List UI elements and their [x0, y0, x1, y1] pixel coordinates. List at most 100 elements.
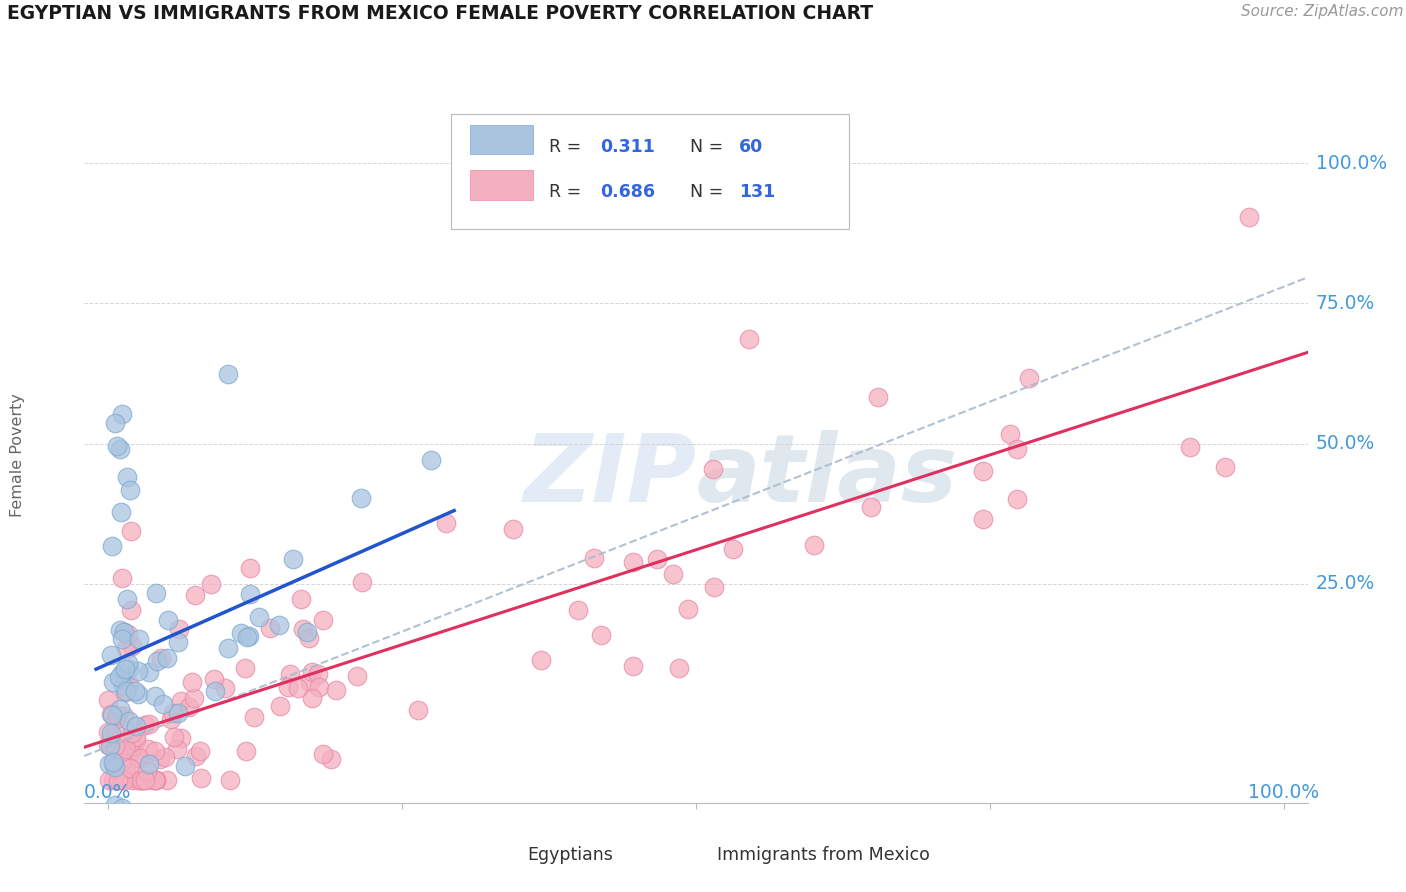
Point: [104, 760, 127, 774]
Point: [110, 773, 132, 788]
Point: [136, 742, 159, 756]
Point: [582, 551, 605, 566]
Point: [108, 623, 131, 637]
Point: [145, 773, 167, 788]
FancyBboxPatch shape: [470, 170, 533, 200]
Point: [419, 453, 441, 467]
Point: [145, 585, 167, 599]
Point: [121, 726, 143, 740]
Point: [145, 773, 167, 788]
Point: [121, 639, 143, 653]
Point: [105, 708, 128, 723]
Point: [301, 691, 323, 706]
Text: 25.0%: 25.0%: [1316, 574, 1375, 593]
Point: [283, 551, 305, 566]
Point: [287, 681, 309, 695]
Point: [105, 712, 128, 726]
Point: [167, 622, 190, 636]
Point: [145, 773, 167, 788]
Point: [721, 542, 744, 557]
Text: Egyptians: Egyptians: [527, 846, 613, 864]
Point: [591, 628, 613, 642]
Point: [118, 663, 141, 677]
Point: [110, 505, 132, 519]
Point: [117, 656, 139, 670]
Text: 60: 60: [738, 137, 763, 156]
Point: [277, 680, 299, 694]
Text: 131: 131: [738, 183, 775, 201]
Point: [319, 752, 342, 766]
Point: [202, 672, 225, 686]
Point: [101, 756, 124, 770]
Point: [97, 757, 120, 772]
Text: 0.311: 0.311: [600, 137, 655, 156]
Point: [100, 648, 122, 663]
Point: [110, 701, 132, 715]
Text: 75.0%: 75.0%: [1316, 294, 1375, 313]
Point: [115, 741, 138, 756]
Point: [152, 697, 174, 711]
Point: [122, 739, 145, 754]
Point: [312, 613, 335, 627]
Point: [214, 681, 236, 695]
Point: [290, 591, 312, 606]
Point: [702, 461, 724, 475]
Point: [238, 629, 260, 643]
Point: [621, 659, 644, 673]
Point: [173, 758, 195, 772]
Text: 100.0%: 100.0%: [1249, 783, 1320, 802]
FancyBboxPatch shape: [651, 842, 707, 868]
Text: Source: ZipAtlas.com: Source: ZipAtlas.com: [1240, 4, 1403, 20]
Point: [183, 691, 205, 706]
Point: [145, 689, 167, 703]
Point: [803, 538, 825, 552]
Point: [115, 469, 138, 483]
Point: [325, 683, 347, 698]
Point: [134, 773, 156, 788]
Point: [104, 797, 127, 812]
Point: [97, 725, 120, 739]
Point: [530, 653, 553, 667]
Point: [114, 625, 136, 640]
Point: [219, 773, 242, 788]
Point: [242, 710, 264, 724]
Point: [111, 571, 134, 585]
Point: [108, 756, 131, 771]
Point: [128, 632, 150, 646]
Point: [103, 739, 125, 753]
Text: 0.0%: 0.0%: [84, 783, 132, 802]
Point: [107, 744, 129, 758]
Point: [703, 580, 725, 594]
Text: N =: N =: [690, 183, 723, 201]
Point: [647, 551, 669, 566]
Point: [204, 683, 226, 698]
Point: [217, 640, 239, 655]
Point: [114, 641, 136, 656]
Point: [101, 756, 124, 770]
Point: [259, 621, 281, 635]
Point: [112, 679, 135, 693]
Point: [166, 741, 188, 756]
Point: [129, 751, 152, 765]
Point: [149, 752, 172, 766]
Point: [233, 661, 256, 675]
Text: ZIP: ZIP: [523, 430, 696, 522]
Point: [621, 555, 644, 569]
Point: [120, 602, 142, 616]
Point: [860, 500, 883, 515]
Point: [134, 718, 156, 732]
Point: [502, 522, 524, 536]
Point: [157, 613, 180, 627]
Point: [105, 439, 128, 453]
Point: [1178, 440, 1201, 454]
Text: 100.0%: 100.0%: [1316, 153, 1386, 173]
Point: [1005, 442, 1028, 456]
Point: [134, 773, 156, 788]
Point: [107, 773, 129, 788]
Point: [131, 773, 153, 788]
Point: [567, 603, 589, 617]
Point: [118, 739, 141, 753]
Point: [278, 666, 301, 681]
Point: [111, 801, 134, 815]
Point: [112, 709, 135, 723]
